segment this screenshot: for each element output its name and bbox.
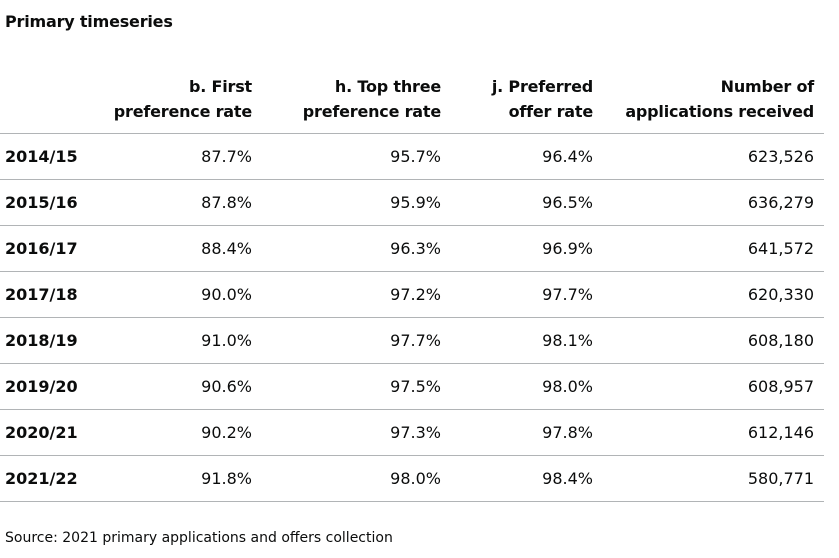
first-preference-rate-cell: 90.0% (100, 271, 262, 318)
header-corner-cell (0, 64, 100, 134)
table-header: b. First preference rate h. Top three pr… (0, 64, 824, 134)
column-header-line: j. Preferred (491, 77, 593, 96)
row-year-cell: 2019/20 (0, 363, 100, 410)
column-header-line: Number of (720, 77, 815, 96)
first-preference-rate-cell: 88.4% (100, 225, 262, 272)
column-header-line: preference rate (113, 102, 252, 121)
table-row: 2020/21 90.2% 97.3% 97.8% 612,146 (0, 409, 824, 456)
top-three-preference-rate-cell: 97.7% (262, 317, 451, 364)
source-note: Source: 2021 primary applications and of… (5, 530, 393, 546)
applications-received-cell: 641,572 (603, 225, 824, 272)
column-header-line: preference rate (302, 102, 441, 121)
preferred-offer-rate-cell: 98.1% (451, 317, 603, 364)
preferred-offer-rate-cell: 97.7% (451, 271, 603, 318)
column-header-line: b. First (189, 77, 252, 96)
column-header-line: offer rate (508, 102, 594, 121)
applications-received-cell: 623,526 (603, 133, 824, 180)
column-header-first-preference-rate: b. First preference rate (100, 64, 262, 134)
table-title: Primary timeseries (5, 12, 173, 31)
applications-received-cell: 612,146 (603, 409, 824, 456)
preferred-offer-rate-cell: 97.8% (451, 409, 603, 456)
row-year-cell: 2018/19 (0, 317, 100, 364)
table-row: 2014/15 87.7% 95.7% 96.4% 623,526 (0, 133, 824, 180)
first-preference-rate-cell: 90.6% (100, 363, 262, 410)
first-preference-rate-cell: 87.8% (100, 179, 262, 226)
applications-received-cell: 608,957 (603, 363, 824, 410)
first-preference-rate-cell: 87.7% (100, 133, 262, 180)
row-year-cell: 2017/18 (0, 271, 100, 318)
column-header-top-three-preference-rate: h. Top three preference rate (262, 64, 451, 134)
top-three-preference-rate-cell: 95.9% (262, 179, 451, 226)
preferred-offer-rate-cell: 98.0% (451, 363, 603, 410)
applications-received-cell: 608,180 (603, 317, 824, 364)
preferred-offer-rate-cell: 96.4% (451, 133, 603, 180)
row-year-cell: 2021/22 (0, 455, 100, 502)
row-year-cell: 2015/16 (0, 179, 100, 226)
column-header-preferred-offer-rate: j. Preferred offer rate (451, 64, 603, 134)
applications-received-cell: 620,330 (603, 271, 824, 318)
top-three-preference-rate-cell: 96.3% (262, 225, 451, 272)
top-three-preference-rate-cell: 97.3% (262, 409, 451, 456)
top-three-preference-rate-cell: 95.7% (262, 133, 451, 180)
row-year-cell: 2014/15 (0, 133, 100, 180)
table-row: 2017/18 90.0% 97.2% 97.7% 620,330 (0, 271, 824, 318)
table-row: 2018/19 91.0% 97.7% 98.1% 608,180 (0, 317, 824, 364)
applications-received-cell: 580,771 (603, 455, 824, 502)
top-three-preference-rate-cell: 97.2% (262, 271, 451, 318)
table-row: 2021/22 91.8% 98.0% 98.4% 580,771 (0, 455, 824, 502)
column-header-line: applications received (625, 102, 814, 121)
table-row: 2019/20 90.6% 97.5% 98.0% 608,957 (0, 363, 824, 410)
applications-received-cell: 636,279 (603, 179, 824, 226)
column-header-line: h. Top three (334, 77, 441, 96)
header-row: b. First preference rate h. Top three pr… (0, 64, 824, 134)
preferred-offer-rate-cell: 98.4% (451, 455, 603, 502)
first-preference-rate-cell: 91.8% (100, 455, 262, 502)
row-year-cell: 2020/21 (0, 409, 100, 456)
table-row: 2015/16 87.8% 95.9% 96.5% 636,279 (0, 179, 824, 226)
preferred-offer-rate-cell: 96.9% (451, 225, 603, 272)
preferred-offer-rate-cell: 96.5% (451, 179, 603, 226)
row-year-cell: 2016/17 (0, 225, 100, 272)
column-header-applications-received: Number of applications received (603, 64, 824, 134)
first-preference-rate-cell: 91.0% (100, 317, 262, 364)
top-three-preference-rate-cell: 97.5% (262, 363, 451, 410)
primary-timeseries-table: b. First preference rate h. Top three pr… (0, 64, 824, 502)
first-preference-rate-cell: 90.2% (100, 409, 262, 456)
table-row: 2016/17 88.4% 96.3% 96.9% 641,572 (0, 225, 824, 272)
table-body: 2014/15 87.7% 95.7% 96.4% 623,526 2015/16 87.8… (0, 133, 824, 502)
top-three-preference-rate-cell: 98.0% (262, 455, 451, 502)
